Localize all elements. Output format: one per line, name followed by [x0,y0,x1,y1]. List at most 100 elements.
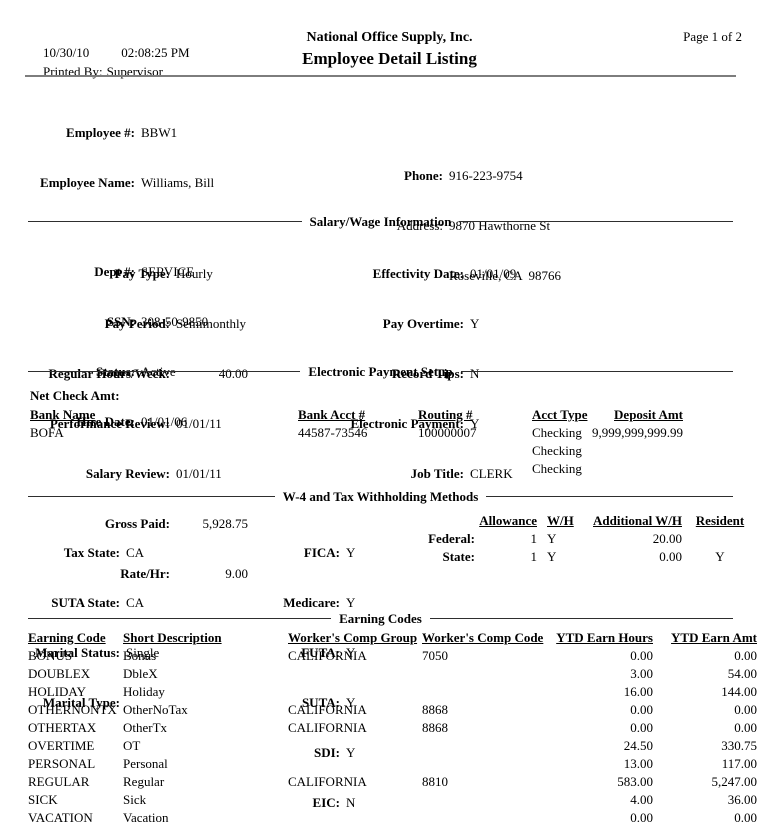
earning-code-header: Earning Code [28,630,106,645]
bank-acct-header: Bank Acct # [298,407,366,422]
employee-name-row: Employee Name: Williams, Bill [0,174,214,192]
short-description-cell: Sick [123,792,147,807]
eic-label: EIC: [312,795,340,810]
employee-number-label: Employee #: [66,125,135,140]
federal-wh: Y [547,531,557,546]
federal-allowance: 1 [530,531,538,546]
earning-code-cell: VACATION [28,810,93,825]
company-name: National Office Supply, Inc. [306,30,473,45]
regular-hours-value: 40.00 [218,366,248,381]
effectivity-date-value: 01/01/09 [470,266,517,281]
ytd-amt-cell: 0.00 [734,810,757,825]
comp-group-header: Worker's Comp Group [288,630,418,645]
gross-paid-label: Gross Paid: [104,516,170,531]
comp-group-cell: CALIFORNIA [288,702,367,717]
suta-state-label: SUTA State: [51,595,120,610]
short-description-cell: OT [123,738,141,753]
performance-review-label: Performance Review: [49,416,170,431]
effectivity-date-row: Effectivity Date: 01/01/09 [0,265,517,283]
routing-header: Routing # [418,407,473,422]
salary-review-value: 01/01/11 [176,466,222,481]
short-description-cell: Bonus [123,648,157,663]
state-additional-wh: 0.00 [659,549,682,564]
electronic-payment-value: Y [470,416,480,431]
comp-code-cell: 7050 [422,648,448,663]
ytd-amt-cell: 5,247.00 [711,774,758,789]
employee-name-label: Employee Name: [40,175,135,190]
pay-period-value: Semimonthly [176,316,247,331]
medicare-row: Medicare: Y [0,594,355,612]
futa-value: Y [346,645,356,660]
short-description-cell: Personal [123,756,168,771]
employee-name-value: Williams, Bill [141,175,215,190]
effectivity-date-label: Effectivity Date: [372,266,464,281]
salary-section-title: Salary/Wage Information [309,213,452,229]
sdi-label: SDI: [313,745,340,760]
eic-value: N [346,795,356,810]
earning-code-cell: HOLIDAY [28,684,87,699]
report-title: Employee Detail Listing [302,49,477,68]
earning-code-cell: OTHERNONTX [28,702,117,717]
state-resident: Y [715,549,725,564]
payment-section-header: Electronic Payment Setup [28,364,733,379]
marital-status-label: Marital Status: [35,645,120,660]
payment-row: Checking [0,442,761,460]
employee-number-row: Employee #: BBW1 [0,124,214,142]
record-tips-label: Record Tips: [391,366,464,381]
pay-type-value: Hourly [176,266,213,281]
ssn-row: SSN: 308-50-9850 [0,313,214,331]
pay-type-label: Pay Type: [114,266,171,281]
sdi-row: SDI: Y [0,744,355,762]
deposit-amt-cell: 9,999,999,999.99 [592,425,683,440]
performance-review-row: Performance Review: 01/01/11 [0,415,248,433]
ytd-amt-cell: 330.75 [721,738,757,753]
address-line2: Roseville, CA 98766 [449,268,561,283]
earning-row: HOLIDAY Holiday 16.00 144.00 [0,683,761,701]
resident-header: Resident [695,513,745,528]
ssn-value: 308-50-9850 [141,314,209,329]
short-description-cell: DbleX [123,666,158,681]
ytd-hours-cell: 16.00 [623,684,653,699]
ytd-amt-cell: 54.00 [727,666,757,681]
earning-code-cell: PERSONAL [28,756,96,771]
salary-review-label: Salary Review: [85,466,170,481]
ytd-hours-cell: 0.00 [630,702,653,717]
payment-section-title: Electronic Payment Setup [308,363,453,379]
w4-federal-row: Federal: 1 Y 20.00 [0,530,761,548]
hire-date-value: 01/01/06 [141,414,188,429]
salary-right-column: Effectivity Date: 01/01/09 Pay Overtime:… [0,233,517,515]
acct-type-cell: Checking [532,443,582,458]
ytd-hours-cell: 13.00 [623,756,653,771]
pay-overtime-label: Pay Overtime: [382,316,464,331]
earning-code-cell: SICK [28,792,58,807]
performance-review-value: 01/01/11 [176,416,222,431]
ytd-hours-cell: 0.00 [630,810,653,825]
state-wh: Y [547,549,557,564]
rate-hr-value: 9.00 [225,566,248,581]
header-rule [25,75,736,77]
marital-status-value: Single [126,645,160,660]
regular-hours-row: Regular Hours/Week: 40.00 [0,365,248,383]
ytd-amt-cell: 144.00 [721,684,757,699]
print-time: 02:08:25 PM [121,45,190,60]
acct-type-cell: Checking [532,425,582,440]
payment-table-header: Bank Name Bank Acct # Routing # Acct Typ… [0,406,761,424]
earning-row: BONUS Bonus CALIFORNIA 7050 0.00 0.00 [0,647,761,665]
suta-value: Y [346,695,356,710]
earnings-table-header: Earning Code Short Description Worker's … [0,629,761,647]
ssn-label: SSN: [106,314,135,329]
net-check-amt-label: Net Check Amt: [30,388,120,403]
salary-section-header: Salary/Wage Information [28,213,734,229]
earning-row: DOUBLEX DbleX 3.00 54.00 [0,665,761,683]
dept-value: SERVICE [141,264,195,279]
ytd-hours-cell: 3.00 [630,666,653,681]
pay-period-row: Pay Period: Semimonthly [0,315,248,333]
print-datetime: 10/30/10 02:08:25 PM [30,29,190,77]
record-tips-row: Record Tips: N [0,365,516,383]
earning-row: PERSONAL Personal 13.00 117.00 [0,755,761,773]
address-row2: Roseville, CA 98766 [0,267,561,285]
short-description-cell: Holiday [123,684,165,699]
gross-paid-row: Gross Paid: 5,928.75 [0,515,248,533]
comp-code-header: Worker's Comp Code [422,630,544,645]
